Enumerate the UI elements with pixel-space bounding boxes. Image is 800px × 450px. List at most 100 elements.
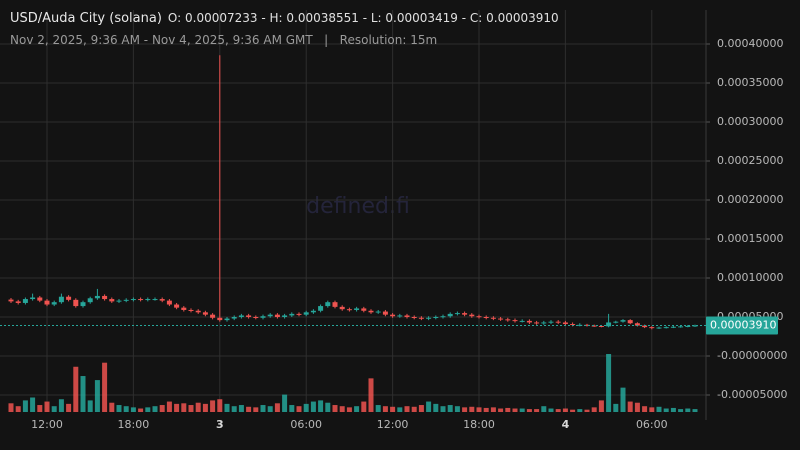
volume-bar (519, 408, 525, 412)
candle-body (30, 297, 36, 300)
y-tick-label: 0.00040000 (717, 37, 783, 50)
candle-body (303, 312, 309, 315)
candle-body (289, 313, 295, 316)
candle-body (512, 320, 518, 322)
volume-bar (411, 406, 417, 412)
volume-bar (332, 405, 338, 412)
candle-body (375, 311, 381, 313)
volume-bar (627, 401, 633, 412)
volume-bar (555, 409, 561, 412)
candle-body (354, 308, 360, 310)
volume-bar (224, 403, 230, 412)
candle-body (418, 317, 424, 319)
volume-bar (447, 405, 453, 412)
volume-bar (354, 406, 360, 412)
volume-bar (505, 407, 511, 412)
candle-body (238, 315, 244, 317)
candle-body (123, 299, 129, 301)
candle-body (102, 295, 108, 300)
volume-bar (562, 408, 568, 412)
volume-bar (678, 409, 684, 412)
candle-body (22, 299, 28, 303)
candle-body (267, 314, 273, 317)
candle-body (339, 306, 345, 310)
candle-body (224, 318, 230, 321)
candle-body (685, 325, 691, 327)
volume-bar (382, 406, 388, 412)
candle-body (253, 316, 259, 318)
volume-bar (260, 405, 266, 412)
candle-body (260, 316, 266, 318)
volume-bar (296, 406, 302, 412)
volume-bar (80, 376, 86, 412)
candle-body (577, 324, 583, 326)
volume-bar (102, 362, 108, 412)
candle-body (138, 299, 144, 301)
x-tick-label: 06:00 (636, 418, 668, 431)
candle-body (274, 314, 280, 317)
volume-bar (51, 406, 57, 412)
volume-bar (202, 403, 208, 412)
candle-body (181, 307, 187, 310)
volume-bar (138, 408, 144, 412)
candle-body (397, 315, 403, 317)
y-tick-label: 0.00015000 (717, 232, 783, 245)
candle-body (130, 299, 136, 301)
volume-bar (318, 400, 324, 412)
candle-body (282, 315, 288, 317)
candle-body (174, 304, 180, 308)
volume-bar (462, 407, 468, 412)
volume-bar (188, 405, 194, 412)
y-tick-label: -0.00000000 (717, 349, 787, 362)
volume-bar (8, 403, 14, 412)
candle-body (606, 322, 612, 327)
watermark: defined.fi (306, 194, 410, 219)
volume-bar (476, 407, 482, 412)
volume-bar (238, 405, 244, 412)
last-price-label: 0.00003910 (710, 319, 776, 332)
volume-bar (397, 407, 403, 412)
x-tick-label: 4 (562, 418, 570, 431)
candle-body (231, 316, 237, 319)
volume-bar (181, 403, 187, 412)
candle-body (440, 316, 446, 318)
candle-body (476, 316, 482, 318)
candle-body (534, 322, 540, 324)
candle-body (426, 317, 432, 319)
candle-body (562, 322, 568, 325)
volume-bar (174, 403, 180, 412)
volume-bar (642, 406, 648, 412)
ohlc-summary: O: 0.00007233 - H: 0.00038551 - L: 0.000… (167, 11, 559, 25)
volume-bar (210, 400, 216, 412)
volume-bar (346, 407, 352, 412)
candle-body (318, 306, 324, 311)
volume-bar (282, 394, 288, 412)
x-tick-label: 06:00 (290, 418, 322, 431)
y-tick-label: -0.00005000 (717, 388, 787, 401)
candle-body (483, 316, 489, 318)
volume-bar (649, 407, 655, 412)
x-tick-label: 12:00 (377, 418, 409, 431)
candle-body (642, 325, 648, 328)
x-tick-label: 12:00 (31, 418, 63, 431)
volume-bar (512, 408, 518, 412)
candle-body (87, 298, 93, 303)
volume-bar (123, 406, 129, 412)
candle-body (649, 327, 655, 329)
candle-body (526, 320, 532, 323)
candle-body (469, 314, 475, 317)
candle-body (663, 327, 669, 329)
volume-bar (534, 409, 540, 412)
candle-body (447, 313, 453, 317)
volume-bar (217, 399, 223, 412)
candle-body (325, 302, 331, 307)
candle-body (548, 321, 554, 323)
volume-bar (440, 406, 446, 412)
volume-bar (368, 378, 374, 412)
candle-body (570, 324, 576, 326)
candle-body (80, 302, 86, 307)
candle-body (116, 300, 122, 302)
candle-body (390, 314, 396, 317)
candle-body (15, 301, 21, 303)
